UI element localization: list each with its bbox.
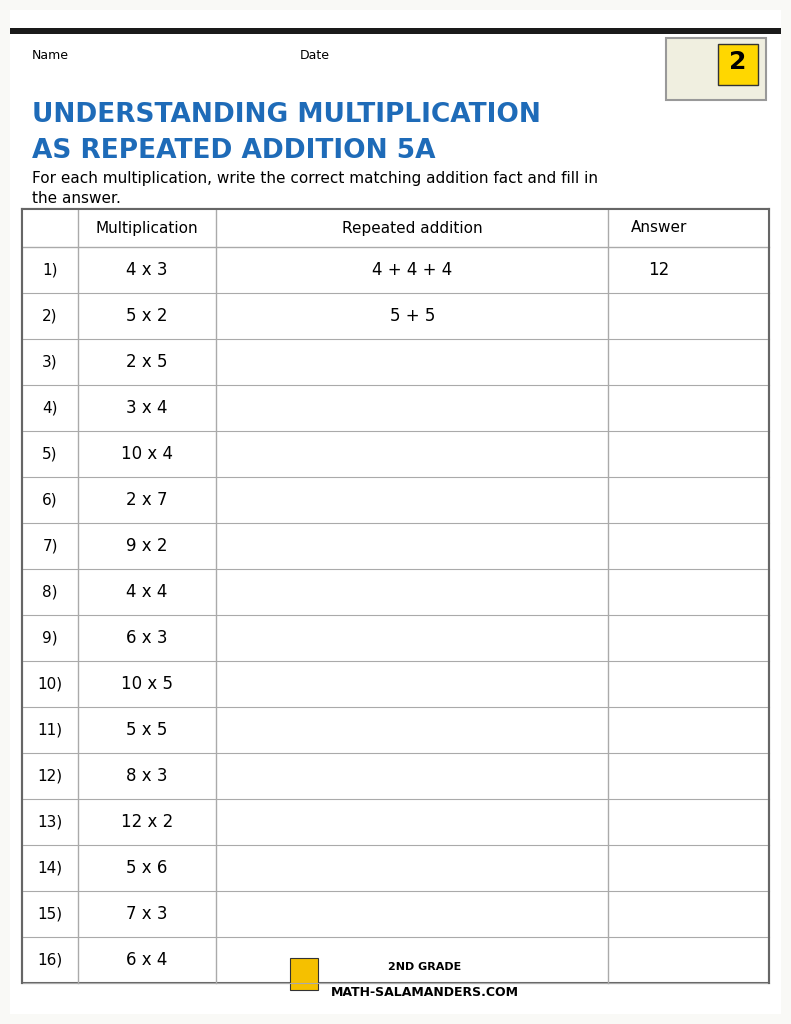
Text: 12): 12) <box>37 768 62 783</box>
Text: Date: Date <box>300 49 330 62</box>
Text: 6 x 3: 6 x 3 <box>127 629 168 647</box>
Text: 16): 16) <box>37 952 62 968</box>
Text: 10 x 4: 10 x 4 <box>121 445 173 463</box>
Text: Multiplication: Multiplication <box>96 220 199 236</box>
Text: 8 x 3: 8 x 3 <box>127 767 168 785</box>
Text: 12 x 2: 12 x 2 <box>121 813 173 831</box>
Text: MATH-SALAMANDERS.COM: MATH-SALAMANDERS.COM <box>331 986 519 999</box>
Text: Repeated addition: Repeated addition <box>342 220 483 236</box>
Text: 4 x 3: 4 x 3 <box>127 261 168 279</box>
Bar <box>718 44 758 85</box>
Text: 3): 3) <box>42 354 58 370</box>
Text: 5): 5) <box>42 446 58 462</box>
Text: 7 x 3: 7 x 3 <box>127 905 168 923</box>
Text: Name: Name <box>32 49 69 62</box>
Text: 10): 10) <box>37 677 62 691</box>
Text: 2 x 5: 2 x 5 <box>127 353 168 371</box>
Bar <box>22 209 769 983</box>
Bar <box>290 958 318 990</box>
Text: AS REPEATED ADDITION 5A: AS REPEATED ADDITION 5A <box>32 138 436 164</box>
Text: 1): 1) <box>42 262 58 278</box>
Text: 5 x 5: 5 x 5 <box>127 721 168 739</box>
Bar <box>666 38 766 100</box>
Text: 2: 2 <box>729 50 747 75</box>
Text: 2 x 7: 2 x 7 <box>127 490 168 509</box>
Text: 12: 12 <box>648 261 669 279</box>
Text: 3 x 4: 3 x 4 <box>127 399 168 417</box>
Text: 10 x 5: 10 x 5 <box>121 675 173 693</box>
Text: the answer.: the answer. <box>32 191 121 206</box>
Text: 13): 13) <box>37 814 62 829</box>
Text: 4 + 4 + 4: 4 + 4 + 4 <box>373 261 452 279</box>
Text: 15): 15) <box>37 906 62 922</box>
Text: For each multiplication, write the correct matching addition fact and fill in: For each multiplication, write the corre… <box>32 171 598 186</box>
Text: 6): 6) <box>42 493 58 508</box>
Text: 7): 7) <box>42 539 58 554</box>
Text: 9 x 2: 9 x 2 <box>127 537 168 555</box>
Bar <box>22 209 769 247</box>
Text: 5 + 5: 5 + 5 <box>390 307 435 325</box>
Text: 4): 4) <box>42 400 58 416</box>
Text: 5 x 2: 5 x 2 <box>127 307 168 325</box>
Text: 5 x 6: 5 x 6 <box>127 859 168 877</box>
Text: 6 x 4: 6 x 4 <box>127 951 168 969</box>
Text: 11): 11) <box>37 723 62 737</box>
Text: 2): 2) <box>42 308 58 324</box>
Text: Answer: Answer <box>630 220 687 236</box>
Text: 2ND GRADE: 2ND GRADE <box>388 962 462 972</box>
Text: UNDERSTANDING MULTIPLICATION: UNDERSTANDING MULTIPLICATION <box>32 102 541 128</box>
Text: 14): 14) <box>37 860 62 876</box>
Bar <box>10 28 781 34</box>
Text: 8): 8) <box>42 585 58 599</box>
Text: 9): 9) <box>42 631 58 645</box>
Text: 4 x 4: 4 x 4 <box>127 583 168 601</box>
